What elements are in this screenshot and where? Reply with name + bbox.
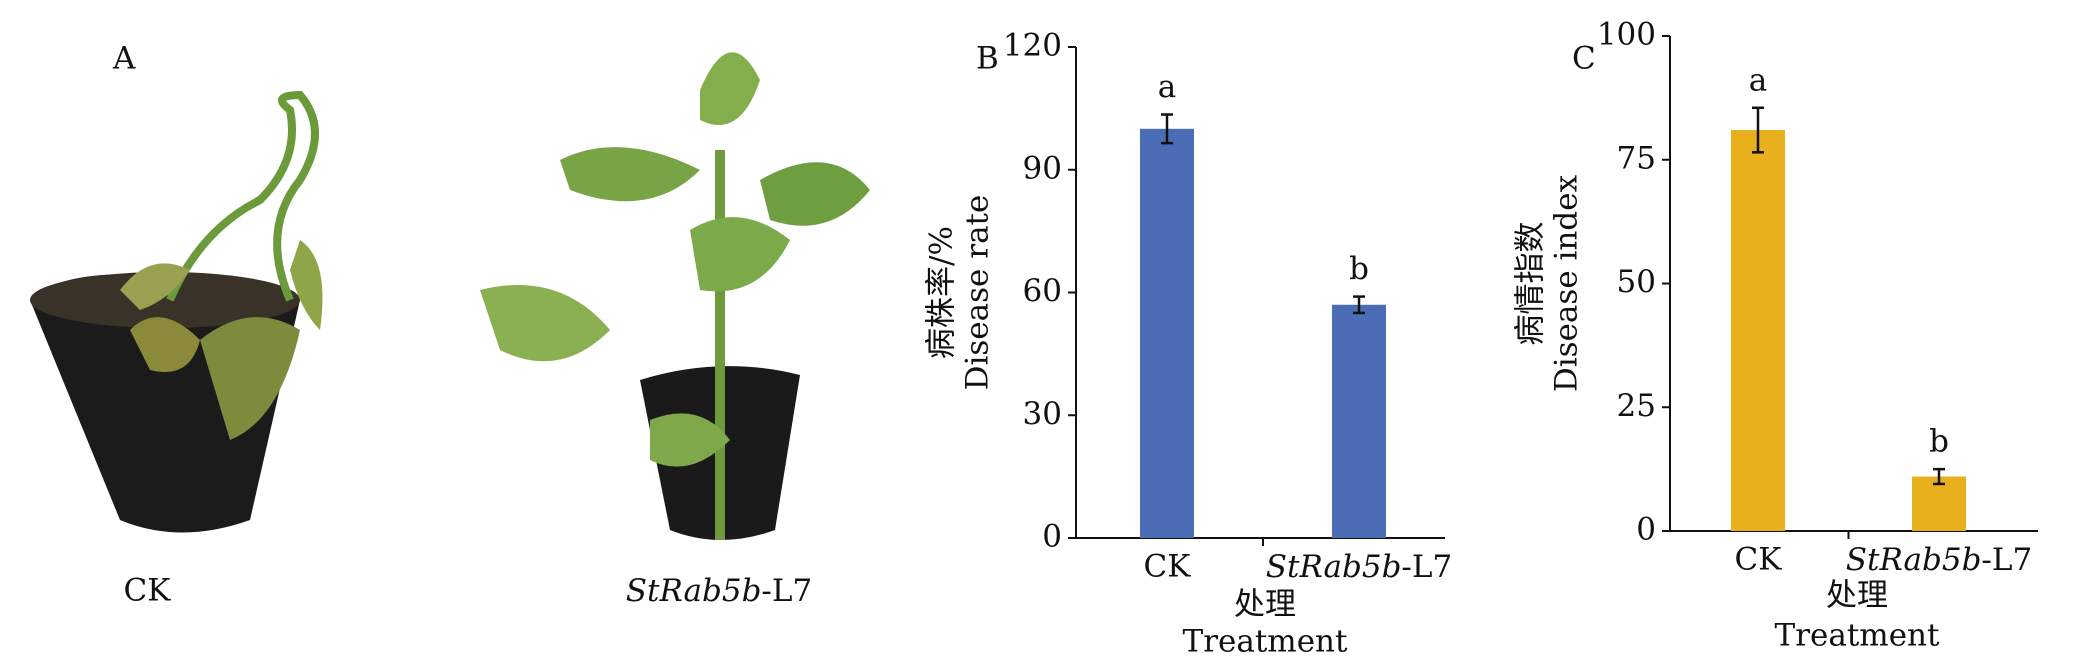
y-tick-label: 25	[1617, 388, 1656, 424]
y-tick-label: 50	[1617, 264, 1656, 300]
x-axis-label: 处理	[1826, 578, 1888, 614]
x-tick-label: CK	[1735, 542, 1783, 578]
y-tick-label: 90	[1023, 150, 1062, 186]
y-tick-label: 120	[1003, 28, 1062, 64]
panel-label: A	[112, 41, 136, 77]
photo-l7	[480, 52, 870, 540]
panel-label: B	[976, 41, 999, 77]
y-tick-label: 0	[1042, 519, 1062, 555]
bar	[1332, 304, 1386, 538]
x-axis-label: Treatment	[1183, 624, 1348, 660]
y-axis-label: Disease index	[1549, 174, 1585, 392]
photo-ck	[30, 90, 323, 533]
bar	[1912, 476, 1966, 531]
photo-caption: StRab5b-L7	[626, 573, 812, 609]
x-tick-label: StRab5b-L7	[1846, 542, 2032, 578]
x-axis-label: Treatment	[1775, 618, 1940, 654]
y-axis-label: Disease rate	[960, 195, 996, 391]
y-tick-label: 0	[1636, 512, 1656, 548]
bar	[1140, 128, 1194, 539]
significance-label: a	[1749, 62, 1767, 98]
y-tick-label: 30	[1023, 396, 1062, 432]
photo-caption: CK	[124, 573, 172, 609]
x-tick-label: StRab5b-L7	[1266, 549, 1452, 585]
x-tick-label: CK	[1144, 549, 1192, 585]
panel-label: C	[1572, 41, 1596, 77]
x-axis-label: 处理	[1234, 587, 1296, 623]
significance-label: a	[1158, 69, 1176, 105]
y-tick-label: 75	[1617, 140, 1656, 176]
y-tick-label: 100	[1597, 17, 1656, 53]
bar	[1731, 130, 1785, 532]
y-tick-label: 60	[1023, 273, 1062, 309]
y-axis-label: 病情指数	[1513, 222, 1549, 346]
significance-label: b	[1349, 251, 1369, 287]
y-axis-label: 病株率/%	[924, 226, 960, 359]
significance-label: b	[1929, 424, 1949, 460]
